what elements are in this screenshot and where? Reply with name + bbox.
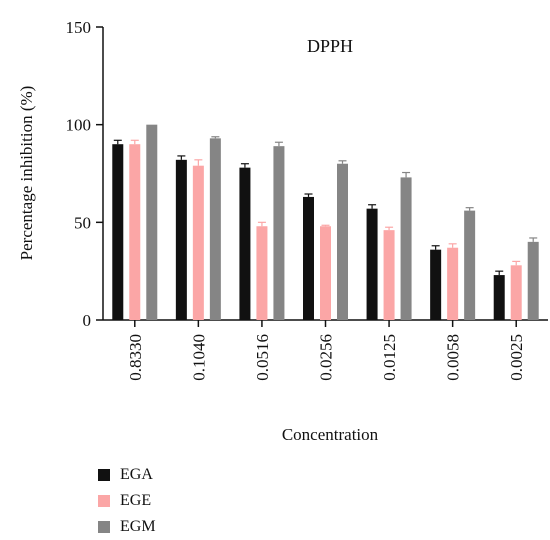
y-tick-label: 0 [83, 311, 92, 330]
bar-ege [447, 247, 459, 320]
x-tick-label: 0.0125 [380, 334, 399, 381]
x-tick-label: 0.0516 [253, 334, 272, 381]
x-tick-label: 0.8330 [126, 334, 145, 381]
y-tick-label: 100 [66, 116, 92, 135]
bar-egm [209, 138, 221, 320]
bar-ege [129, 144, 141, 320]
bar-ega [112, 144, 124, 320]
legend-item-ege: EGE [98, 488, 156, 514]
bar-egm [400, 177, 412, 320]
bar-ega [303, 196, 314, 320]
bar-ege [192, 165, 204, 320]
bar-ege [320, 226, 331, 320]
bar-ega [366, 208, 378, 320]
x-tick-label: 0.0256 [317, 334, 336, 381]
legend-item-egm: EGM [98, 514, 156, 540]
bar-ega [430, 249, 442, 320]
x-tick-label: 0.0025 [507, 334, 526, 381]
bar-ega [493, 275, 505, 320]
bar-egm [146, 124, 158, 321]
x-axis-label: Concentration [282, 425, 379, 444]
bar-ege [510, 265, 522, 320]
bar-egm [464, 210, 476, 320]
bar-ega [239, 167, 251, 320]
bar-ega [175, 159, 187, 320]
x-tick-label: 0.0058 [444, 334, 463, 381]
y-tick-label: 150 [66, 18, 92, 37]
y-axis-label: Percentage inhibition (%) [17, 86, 36, 261]
legend-swatch [98, 521, 110, 533]
legend-label: EGM [120, 518, 156, 535]
bar-egm [273, 146, 285, 320]
legend-item-ega: EGA [98, 462, 156, 488]
legend-label: EGE [120, 492, 152, 509]
bar-egm [527, 241, 539, 320]
x-tick-label: 0.1040 [189, 334, 208, 381]
y-tick-label: 50 [74, 213, 91, 232]
bar-ege [383, 230, 395, 320]
chart-title: DPPH [307, 36, 353, 56]
legend-swatch [98, 469, 110, 481]
legend-swatch [98, 495, 110, 507]
legend-label: EGA [120, 466, 153, 483]
legend: EGA EGE EGM [98, 462, 156, 540]
bar-egm [337, 163, 348, 320]
plot-area: 0 50 100 150 0.8330 0.1040 0.0516 0.0256 0.0125 0… [66, 18, 548, 381]
bar-ege [256, 226, 268, 320]
